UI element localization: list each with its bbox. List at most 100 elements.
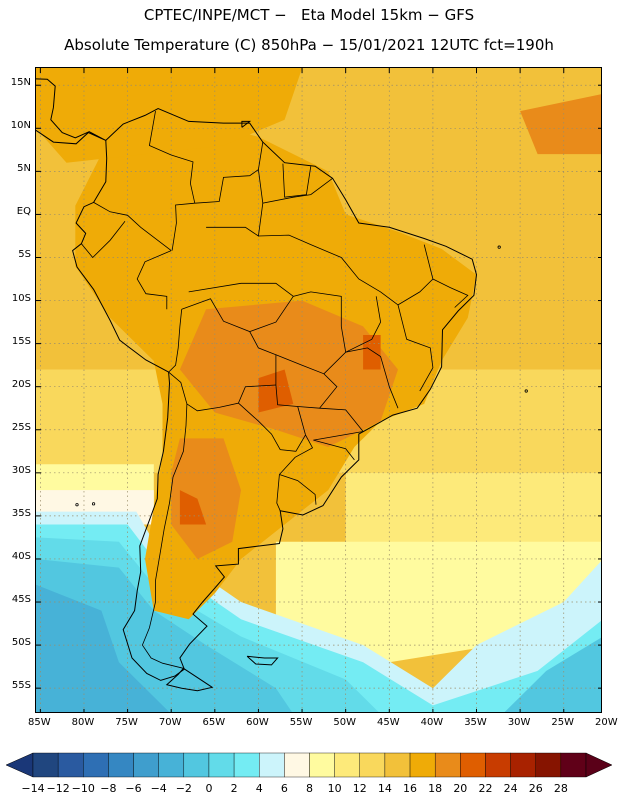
lat-label: 30S [11, 464, 31, 476]
colorbar-label: −6 [125, 782, 142, 795]
colorbar-label: 10 [327, 782, 342, 795]
lat-label: 35S [11, 507, 31, 519]
colorbar-label: 0 [205, 782, 213, 795]
lat-label: 20S [11, 378, 31, 390]
lon-label: 40W [420, 717, 444, 728]
colorbar-label: 12 [352, 782, 367, 795]
brazil-state-borders-h [188, 282, 294, 297]
temperature-map [35, 67, 602, 713]
guianas-internal-borders [282, 163, 312, 198]
colombia-peru-ecuador-border [93, 202, 172, 251]
colorbar-label: 18 [428, 782, 443, 795]
chart-title-line-1: CPTEC/INPE/MCT − Eta Model 15km − GFS [143, 6, 475, 24]
brazil-state-borders-e [313, 439, 355, 461]
ne-atlantic-warm [520, 94, 601, 155]
lon-label: 35W [464, 717, 487, 728]
lat-label: 15N [10, 77, 31, 89]
lon-label: 70W [158, 717, 182, 728]
se-atlantic-cold [504, 637, 601, 712]
temperature-colorbar [5, 752, 613, 778]
brazil-state-borders-i [206, 203, 264, 237]
colorbar-swatch [158, 752, 185, 778]
colorbar-swatch [208, 752, 235, 778]
colorbar-label: 8 [306, 782, 313, 795]
small-island [91, 502, 96, 506]
falkland-islands-outline [246, 655, 279, 666]
colorbar-swatch [183, 752, 210, 778]
chaco-hot [171, 438, 241, 559]
small-island [524, 389, 528, 393]
lon-label: 60W [246, 717, 269, 728]
colorbar-swatch [108, 752, 134, 778]
lon-label: 50W [333, 717, 356, 728]
colorbar-swatch [535, 752, 562, 778]
colorbar-swatch [133, 752, 159, 778]
trinidad-outline [241, 120, 252, 128]
paraguay-brazil-border [275, 384, 306, 436]
colorbar-label: 20 [453, 782, 468, 795]
colorbar-swatch [485, 752, 511, 778]
colorbar-swatch [57, 752, 84, 778]
south-america-outline [72, 107, 478, 681]
colorbar-label: 26 [528, 782, 543, 795]
colorbar-swatch [32, 752, 59, 778]
colorbar-swatch [384, 752, 411, 778]
uruguay-brazil-border [279, 474, 317, 505]
colorbar-label: 14 [377, 782, 392, 795]
brazil-state-borders-j [323, 296, 382, 375]
colombia-venezuela-border [148, 111, 196, 204]
paraguay-argentina-border [238, 402, 306, 452]
brazil-state-borders-f [397, 304, 434, 392]
guianas-brazil-border [258, 169, 333, 204]
lon-label: 55W [289, 717, 313, 728]
lat-label: 40S [11, 550, 31, 562]
brazil-state-borders-a [258, 234, 434, 306]
colorbar-label: −2 [175, 782, 192, 795]
lat-label: 45S [11, 594, 31, 606]
lon-label: 80W [71, 717, 95, 728]
venezuela-brazil-guyana-border [194, 142, 264, 204]
lat-label: 55S [11, 680, 31, 692]
uruguay-border [276, 474, 281, 511]
chart-title-line-2: Absolute Temperature (C) 850hPa − 15/01/… [64, 36, 554, 54]
lon-label: 25W [551, 717, 575, 728]
map-canvas [36, 68, 601, 712]
argentina-brazil-border [279, 434, 314, 475]
colombia-brazil-border [171, 202, 195, 251]
small-island [497, 245, 501, 249]
colorbar-label: 22 [478, 782, 493, 795]
colorbar-swatch [83, 752, 109, 778]
lat-label: EQ [16, 206, 31, 218]
brazil-state-borders-g [432, 278, 469, 308]
lat-label: 10N [10, 120, 31, 132]
brazil-state-borders-d [313, 407, 364, 441]
colorbar-swatch [359, 752, 386, 778]
colorbar-swatch [233, 752, 260, 778]
colorbar-swatch [334, 752, 360, 778]
hot-core-a [258, 369, 294, 413]
colorbar-swatch [259, 752, 285, 778]
colorbar-swatch [309, 752, 335, 778]
colorbar-label: 2 [230, 782, 238, 795]
brazil-state-borders-c [275, 354, 338, 409]
lat-label: 15S [11, 335, 31, 347]
brazil-state-borders-b [249, 291, 399, 409]
colorbar-label: 16 [403, 782, 418, 795]
colorbar-swatch [284, 752, 310, 778]
lon-label: 85W [28, 717, 51, 728]
hot-core-c [363, 335, 381, 370]
colorbar-label: 28 [553, 782, 568, 795]
cold-core-zone [36, 584, 170, 712]
colorbar-label: 6 [280, 782, 288, 795]
lat-label: 5N [17, 163, 31, 175]
colorbar-label: 24 [503, 782, 518, 795]
lat-label: 25S [11, 421, 31, 433]
lon-label: 30W [507, 717, 531, 728]
lat-label: 5S [18, 249, 31, 261]
colorbar-label: −14 [21, 782, 45, 795]
lat-label: 10S [11, 292, 31, 304]
colorbar-right-arrow [585, 752, 613, 778]
colorbar-swatch [409, 752, 436, 778]
colorbar-label: 4 [255, 782, 263, 795]
lat-label: 50S [11, 637, 31, 649]
